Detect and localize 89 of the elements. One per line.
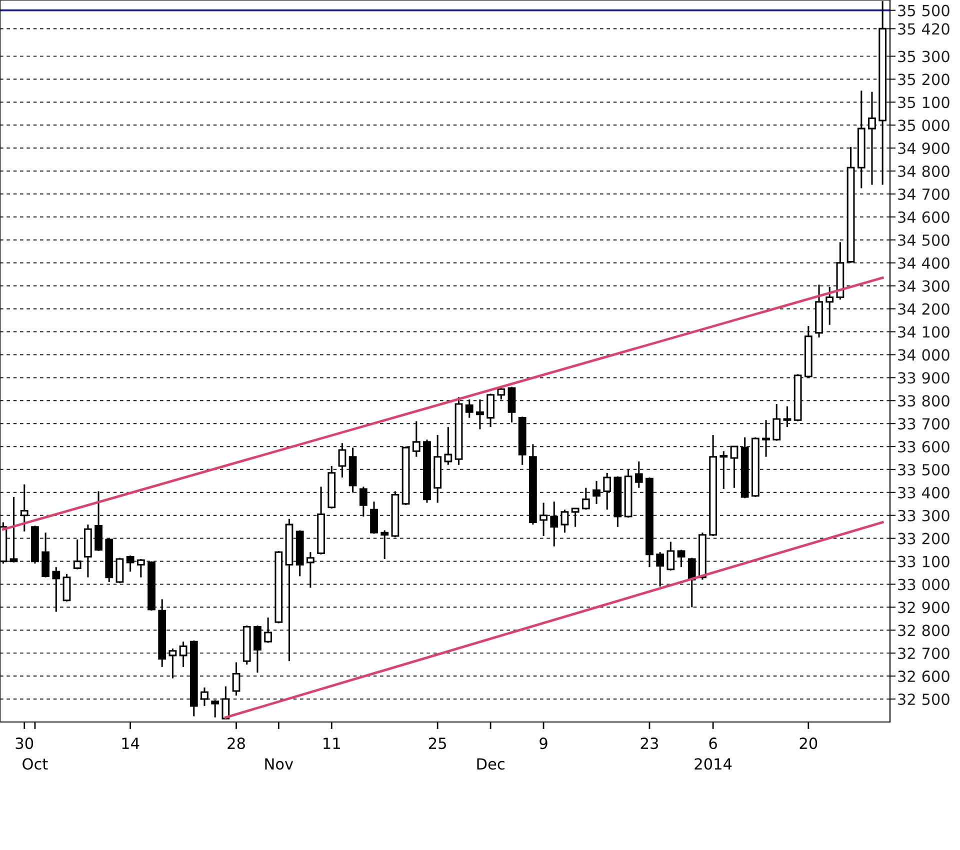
candlestick (306, 551, 314, 588)
y-tick-label: 35 100 (898, 96, 950, 108)
y-tick-label: 32 700 (898, 648, 950, 660)
x-tick-label: Oct (22, 758, 48, 770)
x-tick-label: 23 (640, 738, 658, 750)
y-tick-label: 33 400 (898, 486, 950, 498)
candlestick (592, 480, 600, 505)
candlestick (211, 699, 220, 718)
candlestick (762, 419, 770, 458)
candlestick (486, 392, 495, 428)
candlestick (232, 662, 240, 696)
y-tick-label: 35 500 (898, 4, 950, 16)
candlestick (571, 508, 580, 528)
candlestick (560, 508, 569, 534)
candlestick (476, 398, 484, 430)
x-tick-label: 30 (16, 738, 34, 750)
y-tick-label: 34 400 (898, 257, 950, 269)
candlestick (20, 484, 28, 532)
y-tick-label: 34 100 (898, 326, 950, 338)
x-tick-label: 25 (428, 738, 446, 750)
y-tick-label: 34 600 (898, 211, 950, 223)
candlestick (62, 573, 71, 602)
y-tick-label: 32 900 (898, 602, 950, 614)
candlestick (783, 406, 792, 428)
candlestick (868, 91, 876, 186)
candlestick (179, 640, 188, 668)
y-tick-label: 33 000 (898, 578, 950, 590)
y-tick-label: 33 600 (898, 440, 950, 453)
candlestick (465, 398, 474, 419)
candlestick (359, 486, 368, 518)
x-tick-label: 6 2014 (694, 738, 732, 770)
y-tick-label: 33 500 (898, 464, 950, 476)
candlestick (582, 487, 590, 510)
candlestick (200, 686, 208, 707)
candlestick (380, 530, 389, 560)
candlestick (73, 538, 82, 570)
candlestick (338, 442, 346, 478)
candlestick (370, 500, 378, 535)
candlestick (720, 450, 728, 490)
candlestick (666, 541, 675, 572)
candlestick (10, 496, 18, 564)
y-tick-label: 34 900 (898, 142, 950, 154)
candlestick (497, 386, 506, 400)
candlestick (772, 403, 781, 442)
y-tick-label: 34 000 (898, 349, 950, 361)
y-tick-label: 34 300 (898, 280, 950, 292)
candlestick (730, 446, 738, 489)
x-tick-label: 9 (540, 738, 548, 750)
candlestick (264, 616, 272, 644)
candlestick (688, 557, 696, 608)
y-tick-label: 32 500 (898, 694, 950, 706)
y-tick-label: 32 800 (898, 624, 950, 636)
y-tick-label: 35 300 (898, 50, 950, 62)
x-tick-label: 14 (122, 738, 140, 749)
candlestick (656, 551, 664, 588)
y-tick-label: 34 800 (898, 165, 950, 178)
candlestick (603, 472, 612, 510)
y-tick-label: 34 700 (898, 188, 950, 200)
candlestick (634, 460, 643, 489)
candlestick (136, 558, 145, 578)
y-tick-label: 34 500 (898, 234, 950, 246)
x-tick-label: Nov (265, 758, 294, 770)
y-tick-label: 33 700 (898, 418, 950, 430)
candlestick (222, 686, 230, 720)
y-tick-label: 33 800 (898, 395, 950, 407)
y-tick-label: 35 420 (898, 23, 950, 35)
candlestick (116, 557, 124, 584)
y-tick-label: 33 900 (898, 372, 950, 384)
y-tick-label: 33 300 (898, 510, 950, 522)
candlestick (168, 648, 177, 680)
y-tick-label: 33 200 (898, 532, 950, 544)
x-tick-label: 11 (324, 738, 340, 749)
y-tick-label: 34 200 (898, 303, 950, 315)
y-tick-label: 35 000 (898, 120, 950, 132)
y-tick-label: 35 200 (898, 74, 950, 86)
candlestick (826, 286, 834, 326)
x-tick-label: 28 (228, 738, 245, 750)
candlestick (540, 502, 548, 537)
candlestick (52, 566, 60, 613)
y-tick-label: 33 100 (898, 556, 950, 568)
candlestick (254, 624, 262, 674)
candlestick (412, 420, 420, 458)
x-tick-label: Dec (477, 758, 504, 770)
x-tick-label: 20 (800, 738, 818, 750)
y-tick-label: 32 600 (898, 670, 950, 682)
candlestick (677, 549, 686, 568)
candlestick (550, 500, 558, 548)
candlestick (126, 554, 134, 572)
candlestick (444, 426, 452, 466)
